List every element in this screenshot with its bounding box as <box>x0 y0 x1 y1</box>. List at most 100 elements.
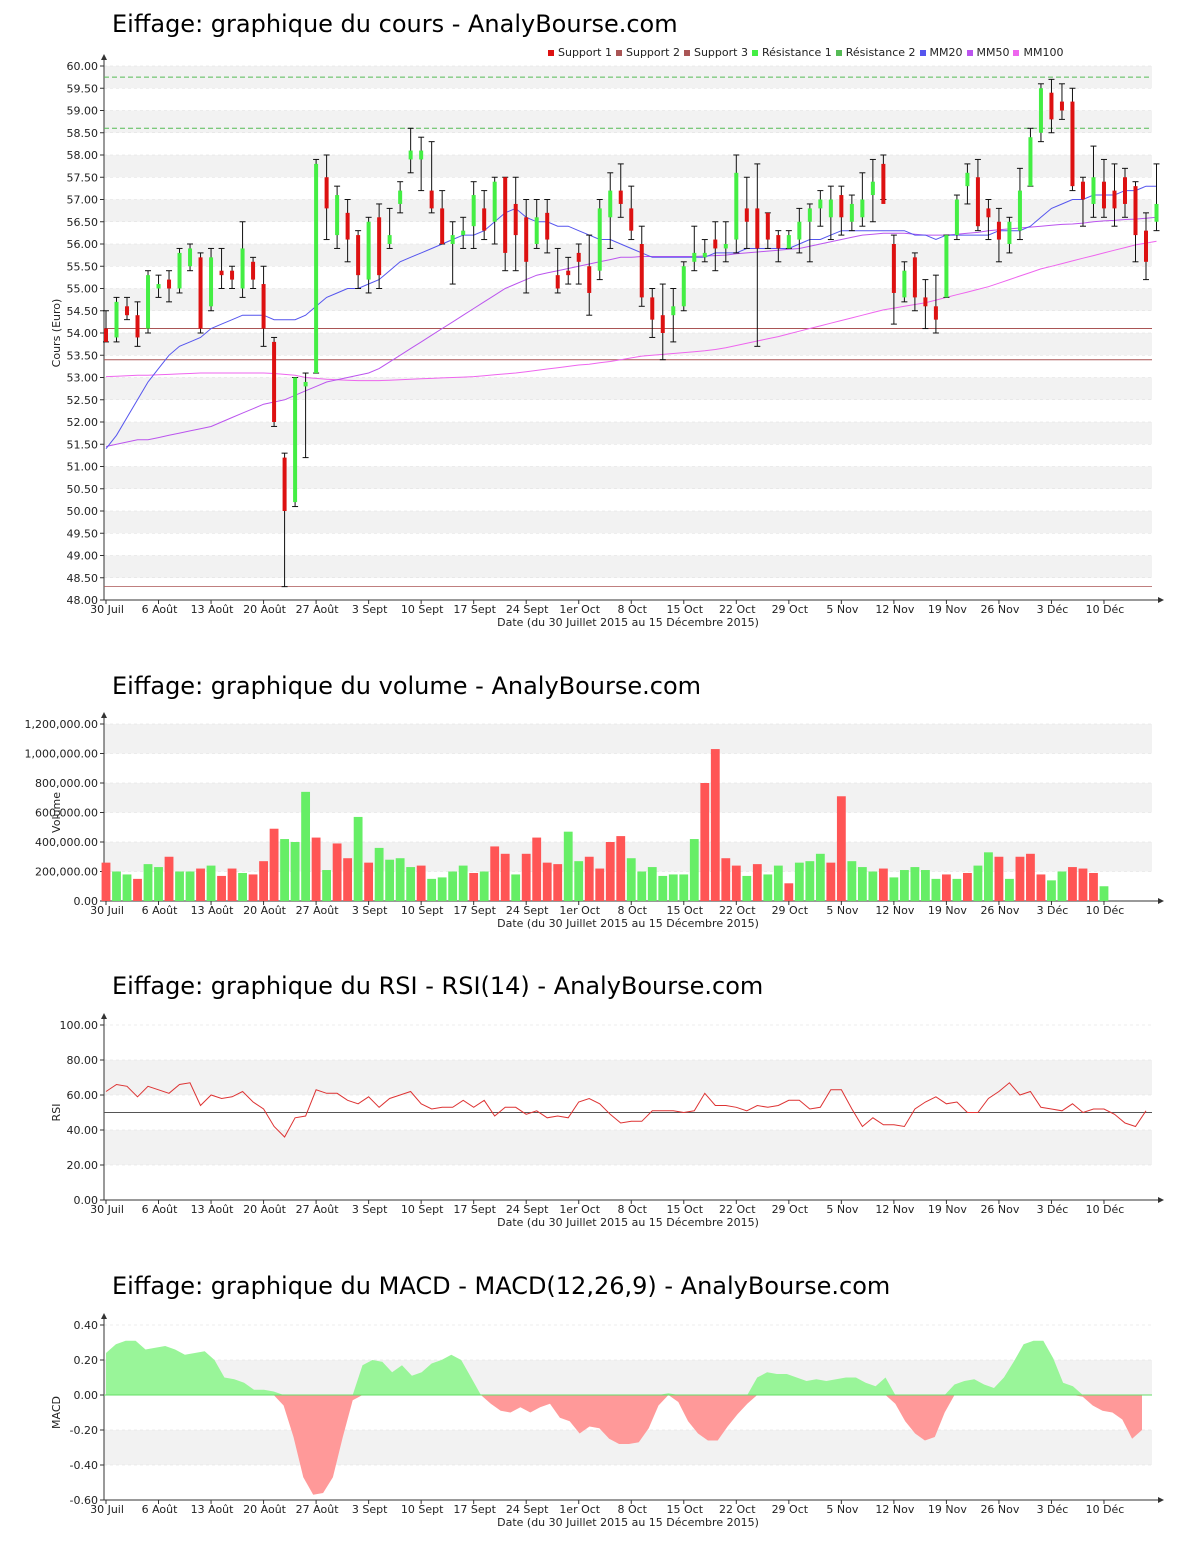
x-axis-label: Date (du 30 Juillet 2015 au 15 Décembre … <box>497 1216 759 1229</box>
x-tick-label: 26 Nov <box>980 1503 1019 1516</box>
volume-bar <box>931 878 941 901</box>
x-tick-label: 22 Oct <box>719 904 756 917</box>
y-tick-label: 59.00 <box>67 105 99 118</box>
x-tick-label: 3 Sept <box>352 1203 388 1216</box>
x-tick-label: 24 Sept <box>506 603 549 616</box>
x-tick-label: 10 Déc <box>1086 904 1125 917</box>
legend-item: Support 1 <box>548 46 612 59</box>
y-tick-label: 100.00 <box>60 1019 99 1032</box>
legend-swatch <box>1013 50 1020 56</box>
legend-label: MM100 <box>1023 46 1064 59</box>
macd-positive-area <box>106 1340 1142 1395</box>
grid-band <box>104 724 1152 754</box>
volume-bar <box>542 862 552 901</box>
volume-bar <box>994 856 1004 901</box>
candle-body <box>786 235 791 249</box>
candle-body <box>482 208 487 231</box>
x-tick-label: 6 Août <box>142 904 179 917</box>
volume-bar <box>731 865 741 901</box>
x-tick-label: 30 Juil <box>90 1503 124 1516</box>
x-tick-label: 17 Sept <box>453 1503 496 1516</box>
y-tick-label: 59.50 <box>67 82 99 95</box>
volume-bar <box>847 861 857 901</box>
x-tick-label: 22 Oct <box>719 1203 756 1216</box>
candle-body <box>461 230 466 236</box>
candle-body <box>1133 186 1138 236</box>
legend-item: Support 3 <box>683 46 748 59</box>
y-tick-label: 53.50 <box>67 349 99 362</box>
candle-body <box>314 163 319 374</box>
legend-label: MM50 <box>976 46 1010 59</box>
candle-body <box>828 199 833 218</box>
legend-item: Résistance 1 <box>751 46 832 59</box>
x-tick-label: 19 Nov <box>928 1203 967 1216</box>
candle-body <box>587 266 592 293</box>
candle-body <box>114 301 119 338</box>
candle-body <box>692 252 697 262</box>
volume-bar <box>1036 874 1046 901</box>
candle-body <box>209 257 214 307</box>
candle-body <box>1059 101 1064 111</box>
volume-chart-panel: Eiffage: graphique du volume - AnalyBour… <box>0 650 1200 950</box>
y-tick-label: 50.50 <box>67 483 99 496</box>
y-axis-arrow <box>101 1313 107 1319</box>
candle-body <box>135 315 140 338</box>
candle-body <box>807 208 812 222</box>
rsi-chart: 0.00 20.00 40.00 60.00 80.00 100.00 30 Juil 6 A… <box>50 1013 1164 1229</box>
candle-body <box>293 377 298 503</box>
volume-bar <box>1015 856 1025 901</box>
candle-body <box>671 306 676 316</box>
legend-label: Résistance 1 <box>761 46 832 59</box>
macd-chart-panel: Eiffage: graphique du MACD - MACD(12,26,… <box>0 1250 1200 1550</box>
x-tick-label: 20 Août <box>243 1203 287 1216</box>
volume-bar <box>553 864 563 901</box>
legend-label: Support 2 <box>625 46 680 59</box>
candle-body <box>576 252 581 262</box>
candle-body <box>335 195 340 236</box>
x-tick-label: 29 Oct <box>772 603 809 616</box>
candle-body <box>597 208 602 271</box>
candle-body <box>618 190 623 204</box>
volume-bar <box>133 878 142 901</box>
macd-chart-title: Eiffage: graphique du MACD - MACD(12,26,… <box>112 1272 891 1300</box>
volume-bar <box>364 862 374 901</box>
candle-body <box>681 266 686 307</box>
candle-body <box>1091 177 1096 204</box>
volume-bar <box>280 839 289 901</box>
volume-bar <box>1099 886 1109 901</box>
candle-body <box>713 239 718 249</box>
x-tick-label: 20 Août <box>243 1503 287 1516</box>
y-tick-label: 1,000,000.00 <box>25 748 98 761</box>
y-tick-label: 55.50 <box>67 260 99 273</box>
candle-body <box>429 190 434 209</box>
y-tick-label: 56.50 <box>67 216 99 229</box>
candle-body <box>272 341 277 422</box>
volume-bar <box>889 877 899 901</box>
candle-body <box>744 208 749 222</box>
x-tick-label: 6 Août <box>142 1503 179 1516</box>
volume-bar <box>301 791 311 901</box>
volume-bar <box>794 862 804 901</box>
volume-bar <box>1078 868 1088 901</box>
y-tick-label: 55.00 <box>67 283 99 296</box>
candle-body <box>933 306 938 320</box>
volume-bar <box>668 874 678 901</box>
mm20-line <box>105 185 1157 450</box>
legend-label: Support 1 <box>558 46 612 59</box>
volume-bar <box>196 868 205 901</box>
legend-swatch <box>751 50 758 56</box>
legend-item: MM100 <box>1013 46 1063 59</box>
candle-body <box>608 190 613 218</box>
grid-band <box>104 288 1152 311</box>
candle-body <box>660 315 665 333</box>
volume-bar <box>658 875 668 901</box>
candle-body <box>954 199 959 236</box>
volume-bar <box>259 861 268 901</box>
candle-body <box>387 235 392 244</box>
y-tick-label: -0.60 <box>70 1494 98 1507</box>
volume-bar <box>815 853 825 901</box>
volume-bar <box>805 861 815 901</box>
volume-bar <box>984 852 993 901</box>
x-tick-label: 3 Déc <box>1037 1503 1069 1516</box>
grid-band <box>104 422 1152 445</box>
